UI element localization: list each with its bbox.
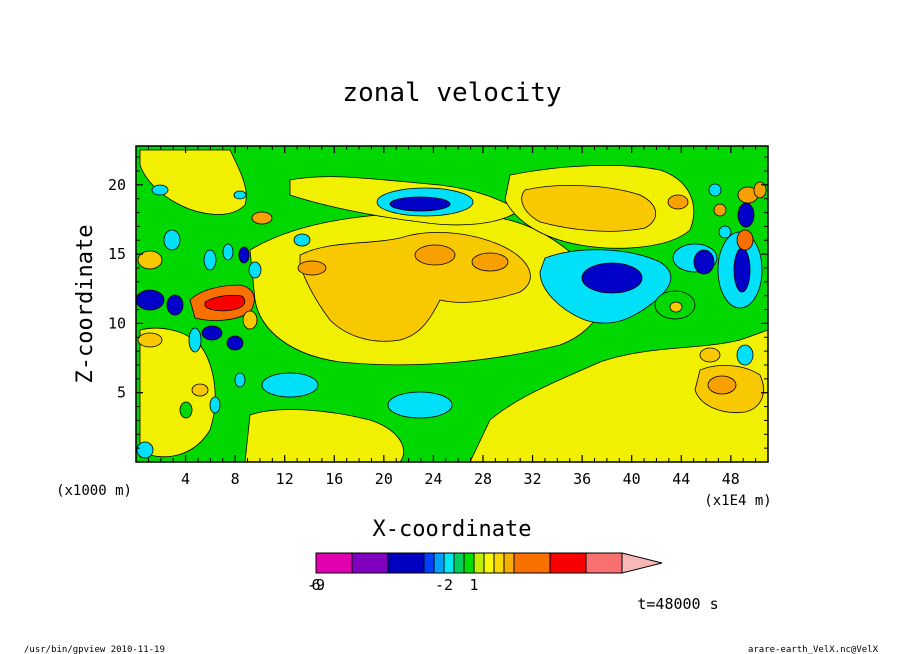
region-orange-light-top-right: [521, 185, 657, 232]
colorbar-segment: [315, 552, 353, 574]
x-tick-label: 28: [474, 470, 492, 488]
plot-frame: [135, 145, 769, 463]
x-tick-label: 24: [424, 470, 442, 488]
x-tick-label: 32: [524, 470, 542, 488]
region-orange-blob-5: [667, 194, 689, 210]
footer-right: arare-earth_VelX.nc@VelX: [748, 645, 879, 654]
colorbar-segment: [387, 552, 425, 574]
colorbar-arrow: [621, 552, 663, 574]
x-tick-label: 4: [181, 470, 190, 488]
x-tick-label: 40: [623, 470, 641, 488]
colorbar-segment: [503, 552, 515, 574]
x-axis-label: X-coordinate: [373, 517, 532, 542]
colorbar-segment: [483, 552, 495, 574]
region-yellow-bottom-right: [469, 329, 768, 462]
left-wave-pattern: [136, 184, 311, 459]
region-yellow-left-bottom: [139, 327, 216, 458]
colorbar-segment: [549, 552, 587, 574]
x-tick-label: 48: [722, 470, 740, 488]
colorbar-segment: [463, 552, 475, 574]
y-unit-label: (x1000 m): [56, 483, 132, 499]
region-orange-blob-1: [414, 244, 456, 266]
x-tick-label: 20: [375, 470, 393, 488]
x-axis-ticks: 4 8 12 16 20 24 28 32 36 40 44 48: [147, 146, 757, 488]
region-yellow-lower-mid: [244, 409, 405, 462]
colorbar-segment: [585, 552, 623, 574]
right-wave-pattern: [669, 181, 767, 366]
colorbar-segment: [493, 552, 505, 574]
region-cyan-bottom: [387, 391, 453, 419]
x-tick-label: 44: [672, 470, 690, 488]
region-orange-blob-2: [471, 252, 509, 272]
chart-title: zonal velocity: [342, 78, 561, 108]
colorbar-segment: [513, 552, 551, 574]
contour-field: [136, 146, 768, 462]
colorbar-labels: -9 -2 1 6: [307, 576, 479, 594]
y-axis-ticks: 5 10 15 20: [108, 156, 768, 449]
colorbar-segment: [473, 552, 485, 574]
x-tick-label: 36: [573, 470, 591, 488]
time-annotation: t=48000 s: [637, 595, 718, 613]
colorbar: [315, 552, 663, 574]
colorbar-label: -9: [307, 576, 325, 594]
y-tick-label: 5: [117, 384, 126, 402]
footer-left: /usr/bin/gpview 2010-11-19: [24, 645, 165, 654]
region-blue-3: [693, 249, 715, 275]
y-tick-label: 15: [108, 245, 126, 263]
colorbar-segment: [351, 552, 389, 574]
x-tick-label: 8: [231, 470, 240, 488]
region-orange-blob-3: [297, 260, 327, 276]
region-blue-4: [733, 247, 751, 293]
colorbar-label: 6: [311, 576, 320, 594]
region-blue-2: [389, 196, 451, 212]
colorbar-segment: [453, 552, 465, 574]
colorbar-label: 1: [469, 576, 478, 594]
colorbar-segment: [443, 552, 455, 574]
region-orange-blob-4: [707, 375, 737, 395]
x-unit-label: (x1E4 m): [704, 493, 771, 509]
y-tick-label: 20: [108, 176, 126, 194]
colorbar-label: -2: [435, 576, 453, 594]
x-tick-label: 16: [325, 470, 343, 488]
x-tick-label: 12: [276, 470, 294, 488]
colorbar-segment: [433, 552, 445, 574]
y-tick-label: 10: [108, 314, 126, 332]
colorbar-segment: [423, 552, 435, 574]
y-axis-label: Z-coordinate: [73, 225, 98, 384]
region-cyan-lower-left: [261, 372, 319, 398]
region-yellow-left-top: [139, 149, 247, 215]
region-blue-5: [737, 202, 755, 228]
region-blue-1: [581, 262, 643, 294]
